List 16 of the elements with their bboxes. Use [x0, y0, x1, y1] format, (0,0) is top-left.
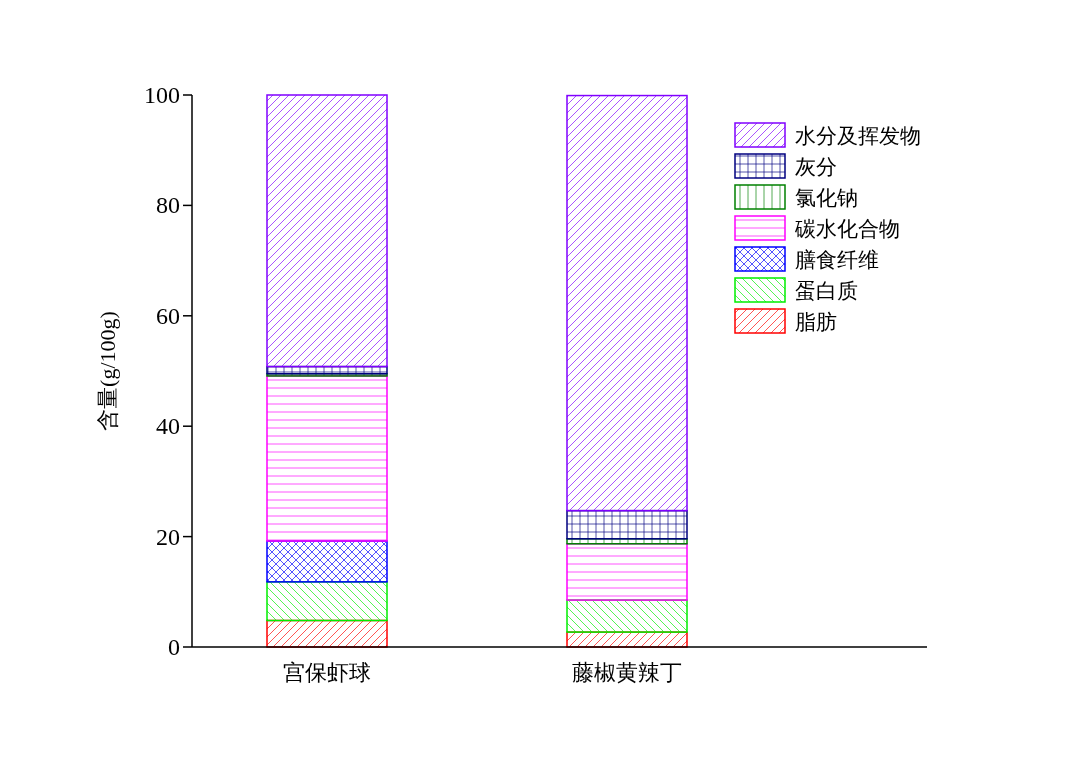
y-tick-label: 80: [156, 192, 180, 219]
legend-label: 膳食纤维: [795, 248, 879, 272]
y-tick-label: 0: [168, 634, 180, 660]
legend-label: 氯化钠: [795, 186, 858, 210]
legend-label: 蛋白质: [795, 279, 858, 303]
y-tick-label: 20: [156, 523, 180, 550]
legend-label: 水分及挥发物: [795, 124, 921, 148]
y-tick-label: 40: [156, 413, 180, 440]
y-tick-label: 60: [156, 302, 180, 329]
x-tick-label: 宫保虾球: [283, 660, 371, 685]
y-tick-label: 100: [144, 82, 180, 108]
legend-label: 灰分: [795, 155, 837, 179]
legend-label: 脂肪: [795, 310, 837, 334]
y-axis-title: 含量(g/100g): [95, 311, 120, 431]
legend-label: 碳水化合物: [794, 217, 900, 241]
x-tick-label: 藤椒黄辣丁: [572, 660, 682, 685]
